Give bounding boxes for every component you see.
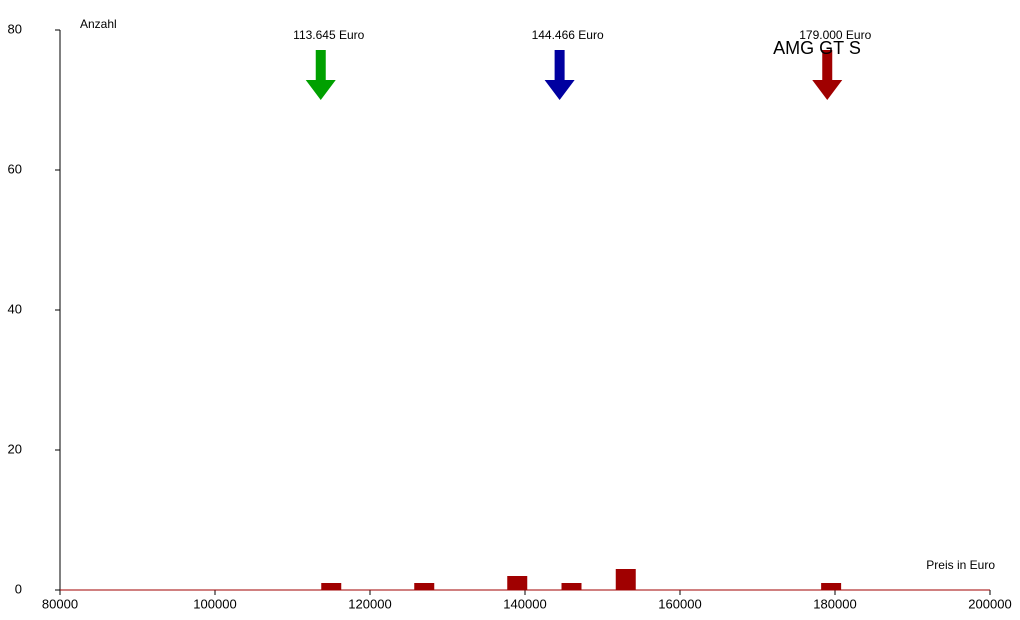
x-axis-label: Preis in Euro [926,558,995,572]
bar [414,583,435,590]
marker-label: 113.645 Euro [293,28,364,42]
x-tick-label: 180000 [813,596,856,611]
x-tick-label: 140000 [503,596,546,611]
bar [321,583,342,590]
x-tick-label: 120000 [348,596,391,611]
marker-label: 144.466 Euro [532,28,604,42]
y-tick-label: 80 [8,21,22,36]
y-tick-label: 40 [8,301,22,316]
price-arrow [305,50,336,100]
x-tick-label: 200000 [968,596,1011,611]
x-tick-label: 160000 [658,596,701,611]
bar [821,583,842,590]
x-tick-label: 100000 [193,596,236,611]
bar [507,576,528,590]
price-arrow [812,50,843,100]
bar [561,583,582,590]
marker-label: 179.000 Euro [799,28,871,42]
bar [615,569,636,590]
annotation: AMG GT S [773,38,861,58]
y-tick-label: 20 [8,441,22,456]
x-tick-label: 80000 [42,596,78,611]
price-arrow [544,50,575,100]
y-tick-label: 0 [15,581,22,596]
y-tick-label: 60 [8,161,22,176]
y-axis-label: Anzahl [80,17,117,31]
